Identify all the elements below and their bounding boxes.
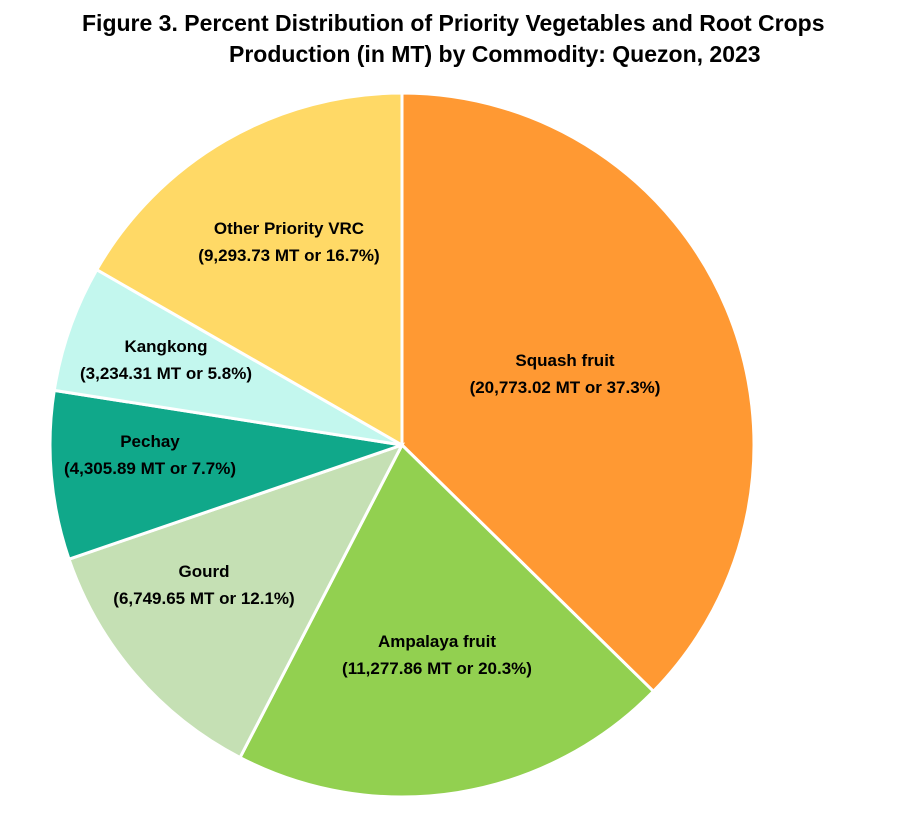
slice-label-name: Gourd bbox=[179, 562, 230, 581]
slice-label-name: Pechay bbox=[120, 432, 180, 451]
slice-label-detail: (9,293.73 MT or 16.7%) bbox=[198, 246, 379, 265]
slice-label-detail: (3,234.31 MT or 5.8%) bbox=[80, 364, 252, 383]
slice-label-name: Kangkong bbox=[124, 337, 207, 356]
pie-slice-squash-fruit bbox=[400, 91, 756, 694]
slice-label-detail: (4,305.89 MT or 7.7%) bbox=[64, 459, 236, 478]
pie-slice-ampalaya-fruit bbox=[238, 442, 656, 799]
pie-slice-other-priority-vrc bbox=[94, 91, 404, 448]
slice-label-detail: (11,277.86 MT or 20.3%) bbox=[342, 659, 532, 678]
slice-label-detail: (6,749.65 MT or 12.1%) bbox=[113, 589, 294, 608]
slice-label-name: Squash fruit bbox=[515, 351, 615, 370]
pie-slice-gourd bbox=[67, 442, 406, 760]
chart-title: Figure 3. Percent Distribution of Priori… bbox=[0, 8, 900, 70]
pie-slice-kangkong bbox=[52, 267, 403, 447]
slice-label-name: Ampalaya fruit bbox=[378, 632, 496, 651]
chart-title-line-2: Production (in MT) by Commodity: Quezon,… bbox=[229, 41, 761, 67]
slice-label-detail: (20,773.02 MT or 37.3%) bbox=[470, 378, 661, 397]
slice-label-name: Other Priority VRC bbox=[214, 219, 364, 238]
chart-title-line-1: Figure 3. Percent Distribution of Priori… bbox=[82, 10, 825, 36]
